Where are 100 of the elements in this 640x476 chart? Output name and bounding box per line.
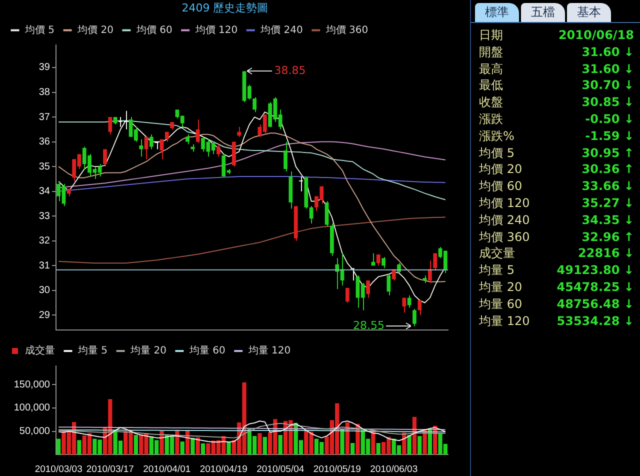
candlestick xyxy=(407,294,412,308)
bar xyxy=(160,430,164,455)
candlestick xyxy=(386,274,391,296)
y-tick-label: 50,000 xyxy=(19,426,50,438)
category-label: 開盤 xyxy=(479,44,503,61)
category-label: 最低 xyxy=(479,77,503,94)
candlestick xyxy=(366,280,370,298)
candlestick xyxy=(418,300,422,316)
candlestick xyxy=(350,268,355,281)
x-tick-label: 2010/04/01 xyxy=(143,464,191,475)
text: 35.27 ↓ xyxy=(582,196,634,210)
legend-label: 均量 5 xyxy=(77,344,108,357)
bar xyxy=(226,442,231,455)
candlestick xyxy=(196,118,200,144)
candlestick xyxy=(252,96,257,113)
bar xyxy=(77,440,82,455)
category-label: 日期 xyxy=(479,27,503,44)
category-label: 均量 20 xyxy=(479,278,522,296)
category-label: 收盤 xyxy=(479,94,503,111)
candlestick xyxy=(160,138,164,160)
category-label: 均量 120 xyxy=(479,312,530,330)
category-label: 均價 360 xyxy=(479,228,530,246)
candlestick xyxy=(299,176,303,192)
text: 標準 xyxy=(475,3,519,22)
x-tick-label: 2010/06/03 xyxy=(370,464,418,475)
legend-label: 均量 60 xyxy=(188,344,226,357)
candlestick xyxy=(232,141,236,168)
category-label: 成交量 xyxy=(479,245,515,262)
candlestick xyxy=(237,126,242,138)
y-tick-label: 100,000 xyxy=(14,402,50,414)
text: -1.59 ↓ xyxy=(585,128,634,143)
text: 53534.28 ↓ xyxy=(556,314,634,328)
y-tick-label: 31 xyxy=(38,260,50,272)
bar xyxy=(134,435,138,455)
y-tick-label: 30 xyxy=(38,285,50,296)
category-label: 最高 xyxy=(479,60,503,78)
candlestick xyxy=(186,134,190,145)
candlestick xyxy=(412,308,416,327)
text: 34.35 ↓ xyxy=(582,212,634,227)
chart-title: 2409 歷史走勢圖 xyxy=(182,1,268,14)
bar xyxy=(278,435,282,455)
legend-label: 成交量 xyxy=(25,344,55,357)
text: -0.50 ↓ xyxy=(585,112,634,126)
x-tick-label: 2010/05/19 xyxy=(313,464,361,475)
y-tick-label: 150,000 xyxy=(14,379,50,390)
text: 30.70 ↓ xyxy=(582,78,634,92)
candlestick xyxy=(149,134,154,150)
bar xyxy=(258,433,262,455)
text: 31.60 ↓ xyxy=(582,62,634,76)
candlestick xyxy=(345,287,350,304)
bar xyxy=(180,442,184,455)
legend-label: 均價 5 xyxy=(24,24,55,36)
annotation: 38.85 xyxy=(274,64,306,78)
legend-label: 均價 360 xyxy=(324,24,368,36)
text: 30.36 ↑ xyxy=(582,162,634,176)
y-tick-label: 32 xyxy=(38,236,50,247)
legend-label: 均量 120 xyxy=(247,344,291,357)
category-label: 漲跌% xyxy=(479,128,514,145)
category-label: 均價 120 xyxy=(479,194,530,212)
category-label: 均價 240 xyxy=(479,212,530,229)
text: 32.96 ↑ xyxy=(582,230,634,244)
category-label: 均量 5 xyxy=(479,262,514,279)
legend-label: 均價 60 xyxy=(135,24,172,36)
bar xyxy=(262,436,267,455)
candlestick xyxy=(382,256,386,269)
x-tick-label: 2010/03/03 xyxy=(34,464,82,475)
text: 2010/06/18 xyxy=(558,28,634,42)
legend-label: 均價 20 xyxy=(76,24,114,36)
x-tick-label: 2010/05/04 xyxy=(256,464,304,475)
text: 31.60 ↓ xyxy=(582,44,634,59)
candlestick xyxy=(108,116,112,135)
candlestick xyxy=(309,206,314,224)
y-tick-label: 33 xyxy=(38,210,50,222)
legend-label: 均量 20 xyxy=(130,344,166,357)
text: 30.95 ↑ xyxy=(582,146,634,160)
bar xyxy=(340,428,344,455)
bar xyxy=(407,435,412,455)
category-label: 均量 60 xyxy=(479,296,522,313)
y-tick-label: 35 xyxy=(38,161,50,172)
text: 49123.80 ↓ xyxy=(556,263,634,278)
candlestick xyxy=(428,260,432,284)
legend-label: 均價 120 xyxy=(194,24,238,36)
text: 48756.48 ↓ xyxy=(556,296,634,311)
text: 五檔 xyxy=(521,3,565,22)
bar xyxy=(350,442,355,455)
x-tick-label: 2010/04/19 xyxy=(200,464,248,475)
category-label: 漲跌 xyxy=(479,110,503,128)
bar xyxy=(200,443,206,455)
bar xyxy=(56,438,61,455)
bar xyxy=(418,436,422,455)
category-label: 均價 20 xyxy=(479,161,522,178)
candlestick xyxy=(402,297,406,314)
y-tick-label: 36 xyxy=(38,136,50,148)
candlestick xyxy=(103,148,107,168)
candlestick xyxy=(216,144,220,158)
text: 30.85 ↓ xyxy=(582,95,634,110)
y-tick-label: 38 xyxy=(38,87,50,98)
annotation: 28.55 xyxy=(352,319,384,332)
category-label: 均價 60 xyxy=(479,178,522,195)
text: 33.66 ↓ xyxy=(582,179,634,194)
